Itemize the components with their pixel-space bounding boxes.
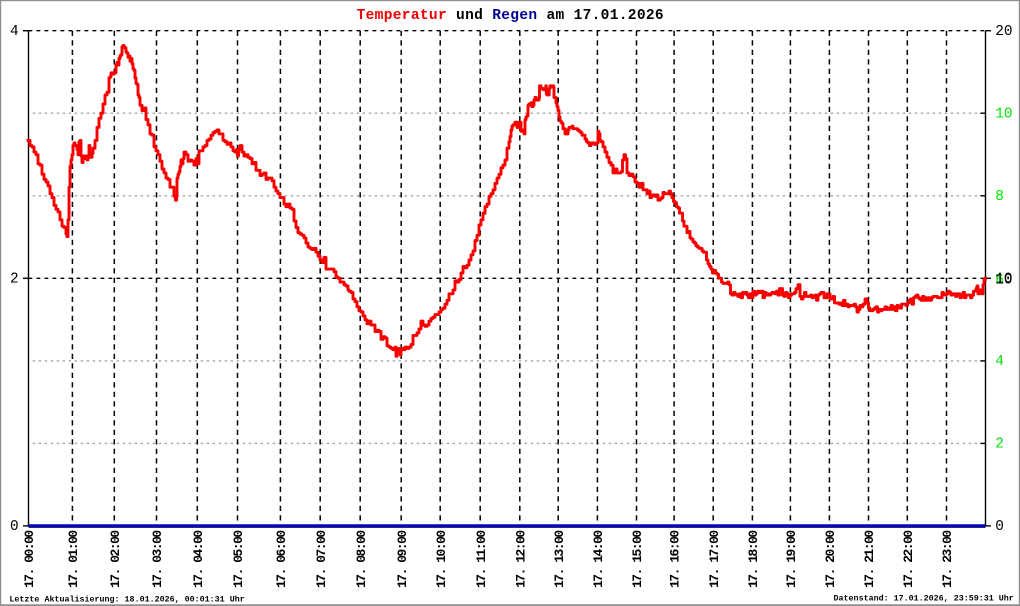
svg-text:17. 15:00: 17. 15:00 [630, 530, 645, 588]
svg-text:17. 06:00: 17. 06:00 [274, 530, 289, 588]
svg-text:17. 07:00: 17. 07:00 [314, 530, 329, 588]
svg-text:17. 14:00: 17. 14:00 [591, 530, 606, 588]
svg-text:4: 4 [995, 354, 1004, 370]
svg-text:17. 10:00: 17. 10:00 [434, 530, 449, 588]
svg-text:10: 10 [995, 272, 1012, 288]
svg-text:2: 2 [10, 272, 19, 288]
svg-text:0: 0 [995, 519, 1004, 535]
svg-text:Temperatur und Regen am 17.01.: Temperatur und Regen am 17.01.2026 [357, 8, 664, 24]
svg-text:17. 05:00: 17. 05:00 [231, 530, 246, 588]
svg-text:17. 16:00: 17. 16:00 [668, 530, 683, 588]
svg-text:Datenstand: 17.01.2026, 23:59:: Datenstand: 17.01.2026, 23:59:31 Uhr [834, 593, 1014, 603]
svg-text:17. 18:00: 17. 18:00 [746, 530, 761, 588]
svg-text:17. 00:00: 17. 00:00 [22, 530, 37, 588]
svg-text:6: 6 [995, 272, 1004, 288]
svg-text:10: 10 [995, 272, 1012, 288]
svg-text:8: 8 [995, 189, 1004, 205]
svg-text:Letzte Aktualisierung: 18.01.2: Letzte Aktualisierung: 18.01.2026, 00:01… [9, 595, 244, 605]
svg-text:17. 08:00: 17. 08:00 [354, 530, 369, 588]
svg-text:17. 13:00: 17. 13:00 [552, 530, 567, 588]
svg-text:17. 12:00: 17. 12:00 [513, 530, 528, 588]
svg-text:17. 02:00: 17. 02:00 [108, 530, 123, 588]
svg-text:17. 19:00: 17. 19:00 [784, 530, 799, 588]
svg-text:4: 4 [10, 24, 19, 40]
svg-text:17. 01:00: 17. 01:00 [66, 530, 81, 588]
svg-text:17. 04:00: 17. 04:00 [191, 530, 206, 588]
svg-text:17. 09:00: 17. 09:00 [395, 530, 410, 588]
svg-text:17. 20:00: 17. 20:00 [823, 530, 838, 588]
svg-text:2: 2 [995, 437, 1004, 453]
svg-text:17. 17:00: 17. 17:00 [707, 530, 722, 588]
svg-text:10: 10 [995, 106, 1012, 122]
svg-text:17. 22:00: 17. 22:00 [901, 530, 916, 588]
svg-text:20: 20 [995, 24, 1012, 40]
svg-text:0: 0 [10, 519, 19, 535]
svg-text:17. 11:00: 17. 11:00 [474, 530, 489, 588]
svg-text:17. 21:00: 17. 21:00 [862, 530, 877, 588]
svg-text:17. 23:00: 17. 23:00 [940, 530, 955, 588]
svg-text:17. 03:00: 17. 03:00 [150, 530, 165, 588]
